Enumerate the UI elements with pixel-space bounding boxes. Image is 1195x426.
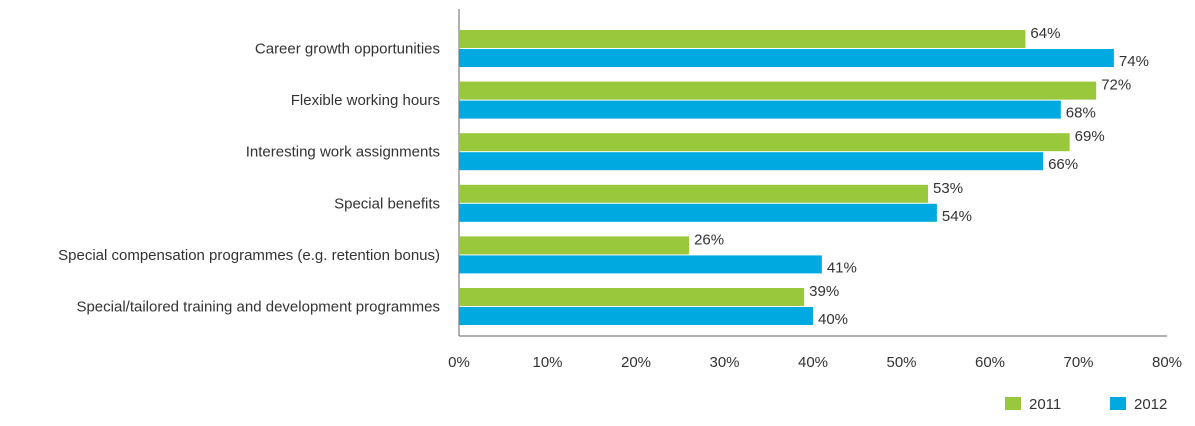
x-tick-label-6: 60% <box>975 354 1005 371</box>
legend-label-2012: 2012 <box>1134 396 1167 413</box>
value-label-2012-2: 66% <box>1048 156 1078 173</box>
bar-2011-1 <box>459 81 1097 100</box>
bar-2012-1 <box>459 100 1061 119</box>
x-tick-label-2: 20% <box>621 354 651 371</box>
value-label-2011-0: 64% <box>1030 25 1060 42</box>
value-label-2012-0: 74% <box>1119 53 1149 70</box>
bar-2011-3 <box>459 184 929 203</box>
bar-2012-5 <box>459 307 813 325</box>
x-tick-label-7: 70% <box>1063 354 1093 371</box>
value-label-2012-5: 40% <box>818 311 848 328</box>
value-label-2012-4: 41% <box>827 259 857 276</box>
bar-2012-4 <box>459 255 822 274</box>
x-tick-label-0: 0% <box>448 354 470 371</box>
bar-2012-2 <box>459 152 1044 171</box>
category-label-0: Career growth opportunities <box>255 41 440 58</box>
x-tick-label-3: 30% <box>709 354 739 371</box>
bar-2011-0 <box>459 30 1026 48</box>
category-label-3: Special benefits <box>334 195 440 212</box>
legend-label-2011: 2011 <box>1029 396 1061 413</box>
bar-2011-4 <box>459 236 690 255</box>
bar-2011-5 <box>459 288 805 306</box>
value-label-2011-1: 72% <box>1101 77 1131 94</box>
value-label-2011-2: 69% <box>1075 128 1105 145</box>
value-label-2012-1: 68% <box>1066 105 1096 122</box>
x-tick-label-4: 40% <box>798 354 828 371</box>
category-label-2: Interesting work assignments <box>246 144 440 161</box>
value-label-2012-3: 54% <box>942 208 972 225</box>
legend-swatch-2011 <box>1005 397 1021 410</box>
value-label-2011-4: 26% <box>694 231 724 248</box>
bar-2011-2 <box>459 133 1070 152</box>
value-label-2011-5: 39% <box>809 283 839 300</box>
category-label-1: Flexible working hours <box>291 92 440 109</box>
legend-swatch-2012 <box>1110 397 1126 410</box>
x-tick-label-5: 50% <box>886 354 916 371</box>
value-label-2011-3: 53% <box>933 180 963 197</box>
category-label-4: Special compensation programmes (e.g. re… <box>58 247 440 264</box>
x-tick-label-8: 80% <box>1152 354 1182 371</box>
category-label-5: Special/tailored training and developmen… <box>76 299 440 316</box>
bar-2012-3 <box>459 203 937 222</box>
x-tick-label-1: 10% <box>532 354 562 371</box>
bar-2012-0 <box>459 49 1114 67</box>
